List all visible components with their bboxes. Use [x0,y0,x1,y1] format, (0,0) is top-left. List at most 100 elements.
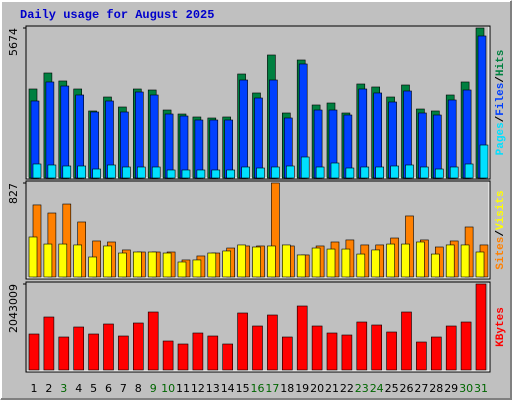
bar [267,245,276,278]
bar [460,244,470,278]
bar [107,164,116,179]
bar [194,119,204,179]
bar [475,251,485,278]
x-tick-label: 26 [400,382,414,395]
bar [475,283,487,371]
bar [60,85,70,179]
bar [464,163,474,179]
bar [45,81,55,179]
x-tick-label: 8 [135,382,142,395]
bar [118,252,127,278]
bar [447,99,457,179]
bar [88,333,99,371]
bar [311,247,321,278]
bar [137,166,146,179]
plot-bevel [27,283,490,372]
bar [386,243,395,278]
x-tick-label: 7 [120,382,127,395]
bar [103,245,112,278]
bar [43,243,53,278]
x-tick-label: 5 [90,382,97,395]
bar [269,79,278,179]
bar [239,79,248,179]
x-tick-label: 29 [444,382,458,395]
bar [222,250,231,278]
x-tick-label: 30 [459,382,473,395]
x-tick-label: 23 [355,382,369,395]
bar [252,325,263,371]
x-tick-label: 15 [236,382,250,395]
x-tick-label: 22 [340,382,354,395]
x-tick-label: 28 [429,382,443,395]
bar [386,331,397,371]
bar [237,312,248,371]
legend-entry: KBytes [495,307,507,347]
bar [285,165,295,179]
bar [147,311,159,371]
bar [209,119,219,179]
bar [181,169,191,179]
bar [135,91,144,179]
legend-separator: / [495,230,507,237]
x-tick-label: 4 [75,382,82,395]
bar [164,113,174,179]
bar [73,326,84,371]
bar [356,253,366,278]
bar [254,97,263,179]
x-tick-label: 24 [370,382,384,395]
bar [177,343,189,371]
bar [330,162,340,179]
x-tick-label: 2 [45,382,52,395]
bar [271,166,280,179]
legend: KBytes [495,307,507,347]
bar [103,323,114,371]
bar [207,252,217,278]
bar [28,333,40,371]
bar [241,166,250,179]
bar [281,336,293,371]
y-tick-label: 827 [7,183,20,204]
bar [375,166,385,179]
legend-separator: / [495,115,507,122]
bar [62,165,72,179]
bar [401,311,412,371]
bar [256,167,265,179]
bar [390,165,399,179]
bar [416,241,425,278]
legend-separator: / [495,76,507,83]
x-tick-label: 31 [474,382,488,395]
bar [315,166,325,179]
bar [58,336,70,371]
bar [405,164,414,179]
bar [77,165,86,179]
y-tick-label: 5674 [7,28,20,56]
legend-entry: Pages [495,122,507,155]
bar [326,332,338,371]
bar [267,314,278,371]
x-tick-label: 14 [221,382,235,395]
bar [73,244,82,278]
bar [133,251,142,278]
bar [345,167,355,179]
bar [207,335,219,371]
bar [341,334,353,371]
bar [222,343,233,371]
bar [162,340,174,371]
bar [373,92,383,179]
bar [43,316,55,371]
x-tick-label: 3 [60,382,67,395]
legend-entry: Hits [495,50,507,76]
x-tick-label: 16 [251,382,265,395]
bar [360,166,370,179]
bar [356,321,368,371]
x-tick-label: 18 [280,382,294,395]
legend: Sites/Visits [495,190,507,269]
x-tick-label: 17 [265,382,279,395]
bar [196,169,206,179]
bar [237,244,246,278]
legend-entry: Files [495,83,507,116]
bar [311,325,323,371]
